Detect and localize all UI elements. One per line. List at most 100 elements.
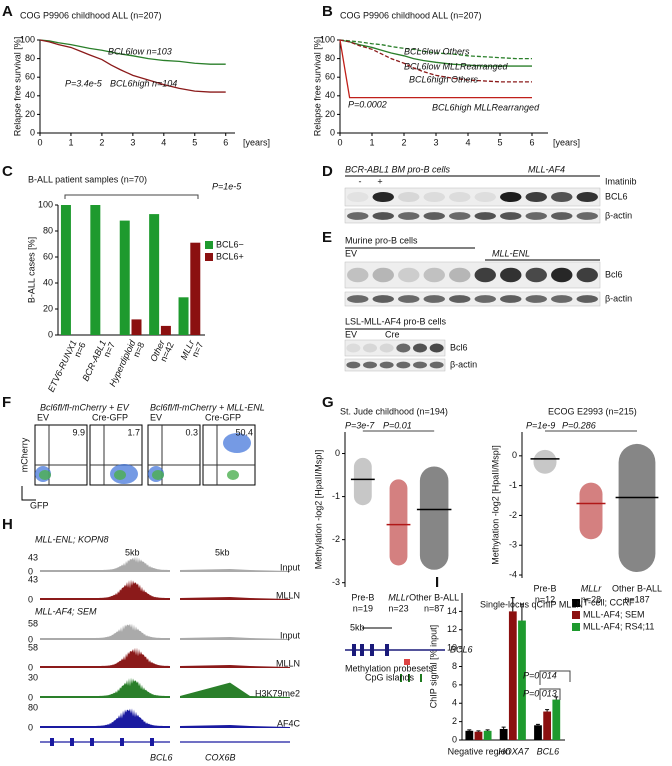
track-min: 0 — [28, 692, 33, 702]
blot-band — [551, 295, 573, 303]
blot-band — [423, 212, 445, 220]
blot-band — [398, 191, 420, 203]
error-bar — [554, 696, 559, 700]
y-tick-label: 14 — [447, 606, 457, 616]
gene-label: BCL6 — [450, 644, 473, 654]
blot-band — [500, 267, 522, 283]
row-label: β-actin — [605, 210, 632, 220]
row-label: Imatinib — [605, 176, 637, 186]
cpg — [400, 674, 402, 682]
y-tick-label: 20 — [25, 109, 35, 119]
bracket — [539, 688, 561, 700]
x-axis-label: [years] — [553, 137, 580, 147]
axis-arrow — [21, 486, 36, 501]
n-label: n=28 — [581, 594, 601, 604]
legend-swatch — [572, 611, 580, 619]
y-tick-label: -2 — [332, 534, 340, 544]
bar — [534, 725, 542, 740]
error-bar — [476, 730, 481, 732]
plot-label: Cre-GFP — [92, 412, 128, 422]
group-title: Bcl6fl/fl-mCherry + MLL-ENL — [150, 402, 265, 412]
x-tick-label: Other B-ALL — [409, 592, 459, 602]
track-max: 58 — [28, 642, 38, 652]
panel-label: G — [322, 394, 334, 411]
bar — [474, 731, 483, 740]
cpg — [408, 674, 410, 682]
panel-label: B — [322, 3, 333, 20]
bar — [60, 205, 71, 335]
legend-label: BCL6high Others — [409, 74, 479, 84]
bar — [90, 205, 101, 335]
y-axis-label: B-ALL cases [%] — [26, 237, 36, 303]
blot-band — [576, 267, 598, 283]
y-tick-label: -2 — [509, 510, 517, 520]
x-tick-label: 0 — [37, 137, 42, 147]
blot-band — [413, 361, 427, 369]
blot-band — [551, 212, 573, 220]
blot-band — [576, 295, 598, 303]
dot-cloud — [389, 479, 408, 566]
bracket — [539, 670, 571, 685]
y-tick-label: 60 — [25, 72, 35, 82]
y-tick-label: 2 — [452, 716, 457, 726]
n-label: n=187 — [624, 594, 649, 604]
blot-band — [576, 212, 598, 220]
bar — [149, 214, 160, 335]
cell-cluster — [152, 470, 164, 480]
blot-band — [576, 191, 598, 203]
track-signal — [180, 637, 290, 640]
track-label: MLLN — [276, 658, 300, 668]
blot-band — [398, 212, 420, 220]
y-tick-label: 12 — [447, 624, 457, 634]
scale-label: 5kb — [125, 547, 140, 557]
y-tick-label: 8 — [452, 661, 457, 671]
scale-label: 5kb — [215, 547, 230, 557]
y-axis-label: Methylation -log2 [HpaII/MspI] — [313, 450, 323, 570]
blot-band — [474, 295, 496, 303]
track-min: 0 — [28, 722, 33, 732]
error-bar — [519, 603, 524, 621]
chart-title: ECOG E2993 (n=215) — [548, 406, 637, 416]
track-label: MLLN — [276, 590, 300, 600]
track-signal — [40, 556, 170, 572]
chart-title: Single-locus qChIP MLLN — [480, 599, 583, 609]
exon — [90, 738, 94, 746]
x-tick-label: 0 — [337, 137, 342, 147]
survival-curve — [39, 39, 226, 93]
blot-band — [347, 295, 369, 303]
exon — [370, 644, 374, 656]
map-legend: Methylation probesets — [345, 663, 434, 673]
x-tick-label: Pre-B — [351, 592, 374, 602]
chart-title: St. Jude childhood (n=194) — [340, 406, 448, 416]
blot-band — [347, 212, 369, 220]
gate-percent: 0.3 — [185, 427, 198, 437]
blot-band — [474, 212, 496, 220]
x-tick-label: Pre-B — [533, 583, 556, 593]
blot-band — [372, 267, 394, 283]
blot-band — [525, 295, 547, 303]
track-label: Input — [280, 630, 301, 640]
gate-percent: 1.7 — [127, 427, 140, 437]
track-max: 80 — [28, 702, 38, 712]
track-signal — [40, 579, 170, 600]
group-label: EV — [345, 329, 357, 339]
exon — [385, 644, 389, 656]
panel-label: C — [2, 163, 13, 180]
track-signal — [40, 647, 170, 668]
sample-label: MLL-AF4; SEM — [35, 606, 97, 616]
blot-band — [396, 361, 411, 369]
blot-band — [346, 361, 361, 369]
chart-title: COG P9906 childhood ALL (n=207) — [20, 10, 162, 20]
bar — [499, 728, 508, 740]
blot-band — [346, 343, 361, 353]
legend-label: BCL6− — [216, 239, 244, 249]
track-max: 30 — [28, 672, 38, 682]
x-tick-label: 2 — [401, 137, 406, 147]
blot-band — [423, 267, 445, 283]
track-max: 43 — [28, 552, 38, 562]
p-value: P=3e-7 — [345, 420, 375, 430]
x-tick-label: 6 — [529, 137, 534, 147]
error-bar — [545, 709, 550, 712]
track-signal — [40, 677, 170, 698]
survival-curve — [339, 39, 532, 60]
